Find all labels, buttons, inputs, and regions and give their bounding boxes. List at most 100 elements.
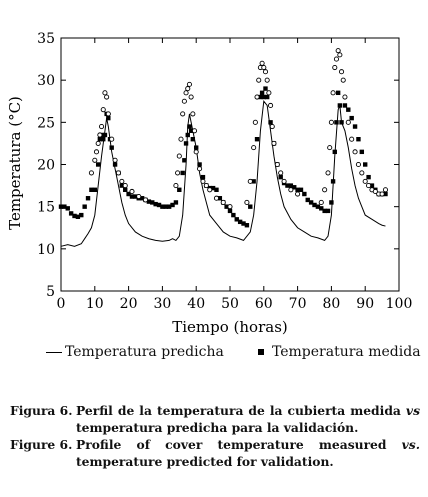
measured-point — [346, 107, 351, 112]
open-point — [129, 188, 135, 195]
open-point — [122, 183, 128, 189]
y-tick-label: 35 — [37, 31, 55, 47]
open-point — [88, 170, 94, 176]
measured-point — [288, 183, 294, 188]
figure-caption: Figura 6. Perfil de la temperatura de la… — [10, 402, 420, 470]
measured-point — [302, 191, 307, 197]
open-point — [342, 94, 348, 100]
open-point — [340, 77, 346, 83]
measured-point — [356, 137, 361, 142]
measured-point — [258, 94, 263, 100]
caption-en-label: Figure 6. — [10, 437, 73, 452]
measured-point — [187, 124, 192, 129]
measured-point — [79, 212, 84, 218]
y-tick-label: 5 — [46, 284, 55, 300]
open-point — [136, 193, 142, 200]
open-point — [200, 178, 206, 184]
measured-point — [166, 204, 172, 209]
measured-point — [231, 212, 236, 218]
measured-point — [182, 158, 187, 163]
open-point — [268, 102, 274, 109]
measured-point — [349, 115, 354, 121]
measured-point — [180, 170, 185, 176]
x-tick-label: 50 — [221, 296, 239, 312]
measured-point — [217, 196, 223, 201]
open-point — [338, 69, 345, 75]
open-point — [322, 187, 328, 193]
open-point — [220, 199, 226, 205]
measured-point — [369, 183, 375, 188]
open-point — [99, 124, 105, 130]
measured-point — [337, 103, 343, 108]
measured-point — [383, 191, 388, 197]
measured-point — [263, 86, 268, 91]
open-point — [247, 178, 253, 184]
caption-en-part-a: Profile of cover temperature measured — [76, 437, 402, 452]
x-tick-label: 40 — [187, 296, 205, 312]
open-point — [328, 119, 334, 125]
measured-point — [150, 200, 155, 205]
open-point — [207, 187, 213, 193]
open-point — [173, 183, 179, 189]
caption-es-part-b: temperatura predicha para la validación. — [76, 420, 359, 435]
open-point — [104, 94, 110, 100]
measured-point — [72, 213, 77, 219]
open-point — [330, 90, 336, 96]
caption-en-vs: vs. — [401, 437, 420, 452]
y-axis-label: Temperatura (°C) — [6, 96, 24, 230]
x-tick-label: 60 — [255, 296, 273, 312]
caption-es: Figura 6. Perfil de la temperatura de la… — [10, 402, 420, 436]
y-tick-label: 15 — [37, 200, 55, 216]
measured-point — [332, 149, 337, 155]
measured-point — [335, 90, 341, 96]
open-point — [274, 161, 280, 168]
measured-point — [319, 206, 324, 211]
measured-point — [214, 187, 219, 192]
open-point — [266, 90, 272, 96]
tick-labels: 0 10 20 30 40 50 60 70 80 90 100 5 10 15 20 25 30 35 — [37, 31, 412, 312]
open-point — [372, 188, 378, 195]
open-point — [105, 111, 111, 117]
open-point — [254, 94, 260, 100]
open-point — [93, 149, 100, 155]
measured-point — [227, 208, 233, 214]
open-point — [333, 56, 340, 62]
measured-point — [156, 202, 162, 208]
measured-point — [102, 132, 108, 138]
measured-point — [261, 94, 266, 100]
open-point — [366, 183, 372, 189]
measured-point — [292, 185, 297, 190]
open-point — [92, 157, 98, 163]
caption-es-part-a: Perfil de la temperatura de la cubierta … — [76, 403, 406, 418]
measured-point — [82, 204, 87, 209]
x-tick-label: 70 — [289, 296, 307, 312]
open-point — [278, 170, 284, 176]
caption-en: Figure 6. Profile of cover temperature m… — [10, 436, 420, 470]
measured-point — [126, 191, 131, 197]
measured-point — [173, 200, 179, 205]
measured-point — [305, 197, 310, 203]
measured-point — [298, 187, 304, 192]
caption-es-label: Figura 6. — [10, 403, 73, 418]
caption-en-part-b: temperature predicted for validation. — [76, 454, 334, 469]
open-point — [252, 119, 258, 125]
caption-es-text: Perfil de la temperatura de la cubierta … — [76, 402, 420, 436]
open-point — [102, 90, 108, 96]
open-point — [213, 195, 220, 201]
temperature-chart: 0 10 20 30 40 50 60 70 80 90 100 5 10 15 20 25 30 35 Tiem… — [6, 31, 412, 336]
y-tick-label: 25 — [37, 115, 55, 131]
measured-point — [89, 187, 94, 192]
open-point — [264, 77, 270, 83]
measured-point — [210, 185, 216, 191]
open-point — [337, 52, 343, 58]
open-point — [335, 48, 341, 54]
legend-label-measured: Temperatura medida — [272, 344, 421, 360]
open-point — [256, 77, 262, 83]
caption-es-vs: vs — [405, 403, 420, 418]
predicted-series — [60, 100, 386, 247]
measured-point — [264, 94, 270, 100]
x-axis-label: Tiempo (horas) — [172, 318, 288, 336]
measured-point — [241, 221, 246, 226]
measured-point — [185, 132, 190, 138]
measured-point — [97, 137, 103, 142]
